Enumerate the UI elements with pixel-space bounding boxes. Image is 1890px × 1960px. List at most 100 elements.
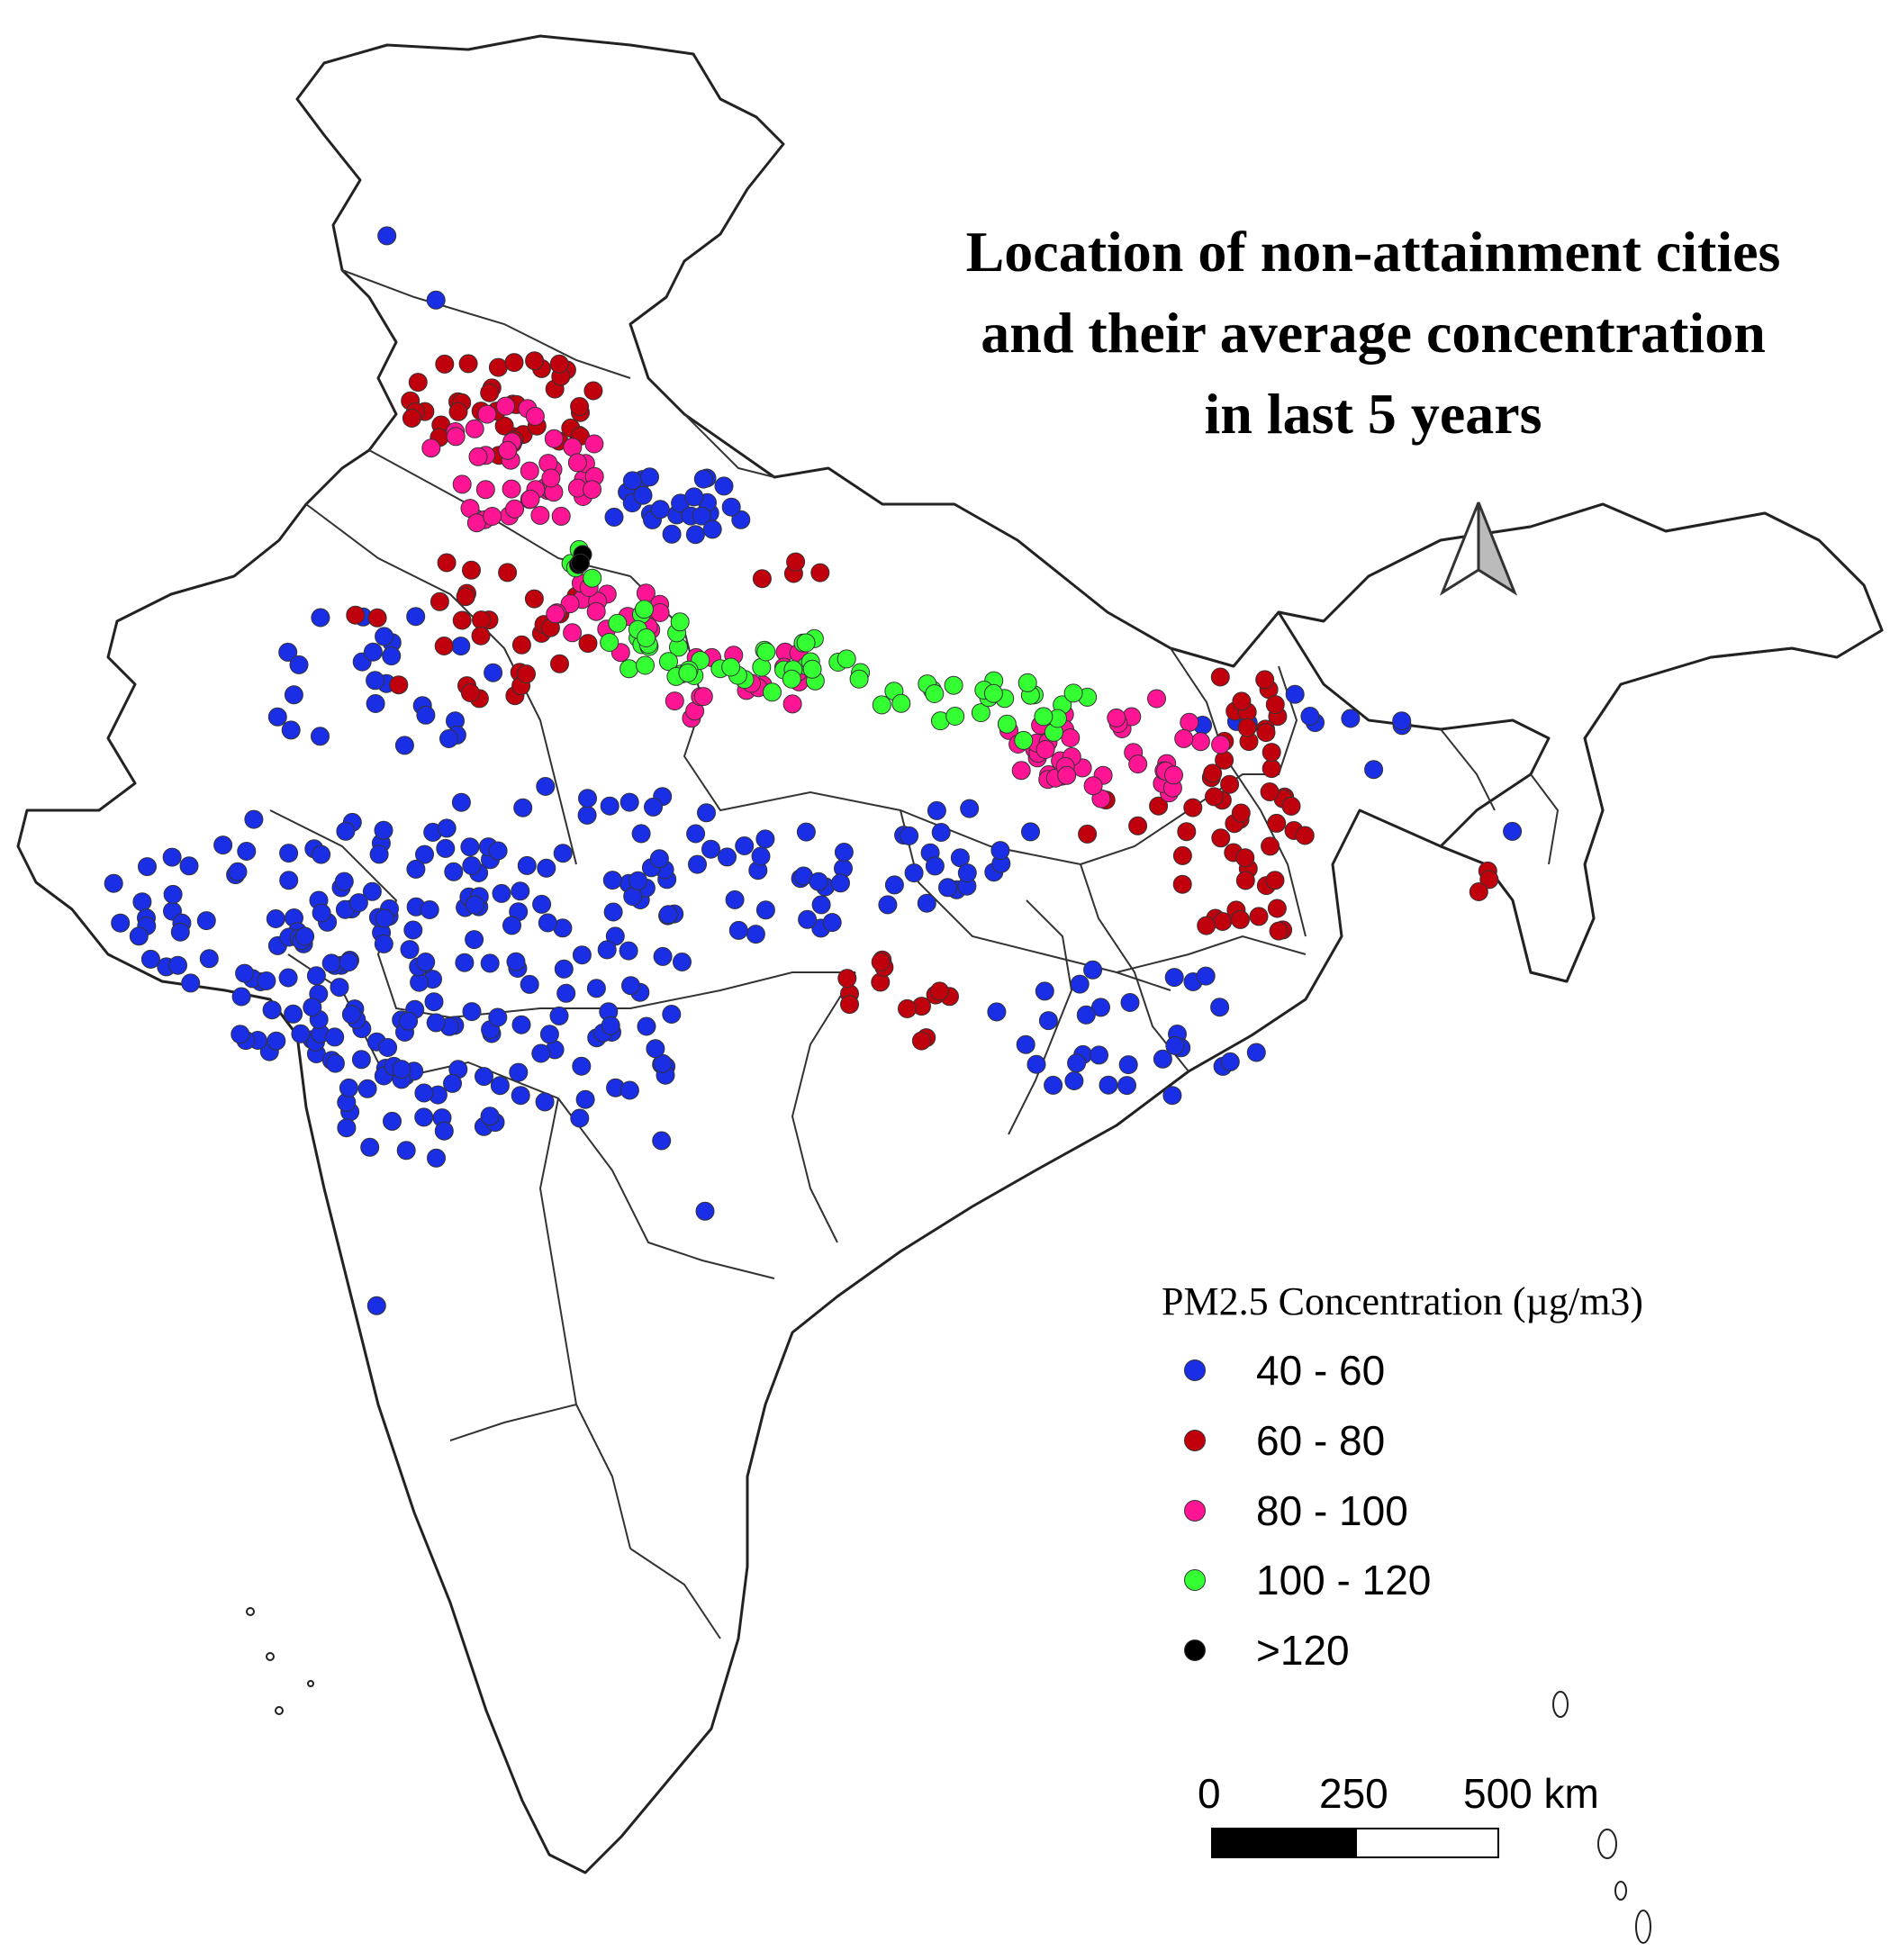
city-marker: [213, 835, 233, 855]
city-marker: [196, 911, 216, 931]
city-marker: [1063, 683, 1083, 703]
city-marker: [421, 438, 441, 458]
city-marker: [1211, 828, 1231, 848]
city-marker: [435, 354, 455, 374]
city-marker: [430, 592, 449, 611]
city-marker: [334, 872, 354, 891]
city-marker: [583, 480, 601, 500]
city-marker: [927, 800, 946, 820]
city-marker: [752, 569, 772, 589]
city-marker: [1064, 1071, 1084, 1090]
city-marker: [262, 1000, 282, 1020]
city-marker: [695, 1201, 715, 1221]
city-marker: [619, 792, 639, 812]
city-marker: [538, 913, 557, 933]
city-marker: [1190, 732, 1210, 752]
city-marker: [619, 941, 638, 961]
city-marker: [351, 1050, 371, 1070]
city-marker: [426, 1013, 446, 1033]
city-marker: [1210, 667, 1230, 687]
city-marker: [451, 637, 471, 656]
city-marker: [1262, 743, 1281, 763]
city-marker: [1016, 1034, 1035, 1054]
city-marker: [549, 1006, 569, 1025]
city-marker: [1070, 974, 1090, 994]
city-marker: [1099, 1075, 1118, 1095]
city-marker: [415, 845, 434, 864]
city-marker: [1076, 1005, 1096, 1025]
city-marker: [1300, 707, 1320, 726]
city-marker: [502, 916, 521, 935]
city-marker: [541, 468, 561, 488]
city-marker: [1164, 968, 1184, 988]
city-marker: [475, 1067, 493, 1087]
city-marker: [530, 505, 550, 525]
city-marker: [443, 1073, 462, 1093]
city-marker: [673, 953, 692, 971]
city-marker: [871, 953, 891, 971]
legend-label: 80 - 100: [1256, 1487, 1408, 1534]
city-marker: [462, 560, 481, 580]
scale-bar-black-segment: [1211, 1828, 1355, 1858]
city-marker: [451, 792, 471, 812]
city-marker: [746, 925, 765, 944]
city-marker: [434, 1121, 454, 1141]
legend-item-80-100: 80 - 100: [1184, 1484, 1408, 1538]
city-marker: [374, 934, 393, 953]
city-marker: [362, 881, 382, 901]
city-marker: [311, 608, 330, 628]
city-marker: [1295, 826, 1315, 845]
city-marker: [1021, 822, 1040, 842]
city-marker: [997, 714, 1017, 734]
legend-item-60-80: 60 - 80: [1184, 1414, 1385, 1468]
city-marker: [763, 682, 782, 702]
city-marker: [511, 1086, 530, 1106]
city-marker: [1469, 882, 1488, 901]
city-marker: [960, 799, 980, 818]
city-marker: [636, 655, 655, 675]
city-marker: [834, 843, 854, 862]
city-marker: [448, 402, 468, 421]
city-marker: [701, 839, 720, 859]
city-marker: [944, 675, 963, 695]
city-marker: [511, 881, 530, 901]
city-marker: [577, 805, 597, 825]
city-marker: [586, 979, 606, 998]
city-marker: [904, 863, 924, 883]
city-marker: [420, 900, 439, 919]
city-marker: [1237, 718, 1257, 737]
city-marker: [472, 610, 491, 630]
city-marker: [925, 684, 945, 703]
city-marker: [460, 837, 480, 857]
legend-title: PM2.5 Concentration (µg/m3): [1162, 1279, 1643, 1323]
city-marker: [1172, 845, 1192, 865]
city-marker: [782, 669, 801, 689]
scale-label-250: 250: [1319, 1770, 1388, 1817]
city-marker: [604, 507, 624, 527]
city-marker: [281, 720, 301, 740]
city-marker: [267, 1031, 286, 1051]
city-marker: [600, 796, 619, 816]
city-marker: [628, 871, 647, 890]
city-marker: [403, 920, 423, 940]
city-marker: [1235, 848, 1255, 868]
legend-label: 40 - 60: [1256, 1347, 1386, 1394]
city-marker: [721, 497, 741, 517]
city-marker: [392, 1060, 411, 1079]
city-marker: [702, 519, 722, 539]
city-marker: [1035, 981, 1054, 1001]
city-marker: [898, 998, 917, 1018]
city-marker: [728, 920, 748, 940]
city-marker: [583, 381, 603, 401]
city-marker: [366, 1296, 386, 1315]
city-marker: [163, 884, 183, 904]
city-marker: [477, 404, 497, 424]
city-marker: [670, 612, 690, 632]
city-marker: [983, 683, 1003, 703]
city-marker: [462, 1002, 482, 1022]
city-marker: [357, 1079, 377, 1098]
city-marker: [735, 836, 755, 855]
city-markers: [104, 226, 1523, 1315]
city-marker: [1038, 1011, 1058, 1031]
